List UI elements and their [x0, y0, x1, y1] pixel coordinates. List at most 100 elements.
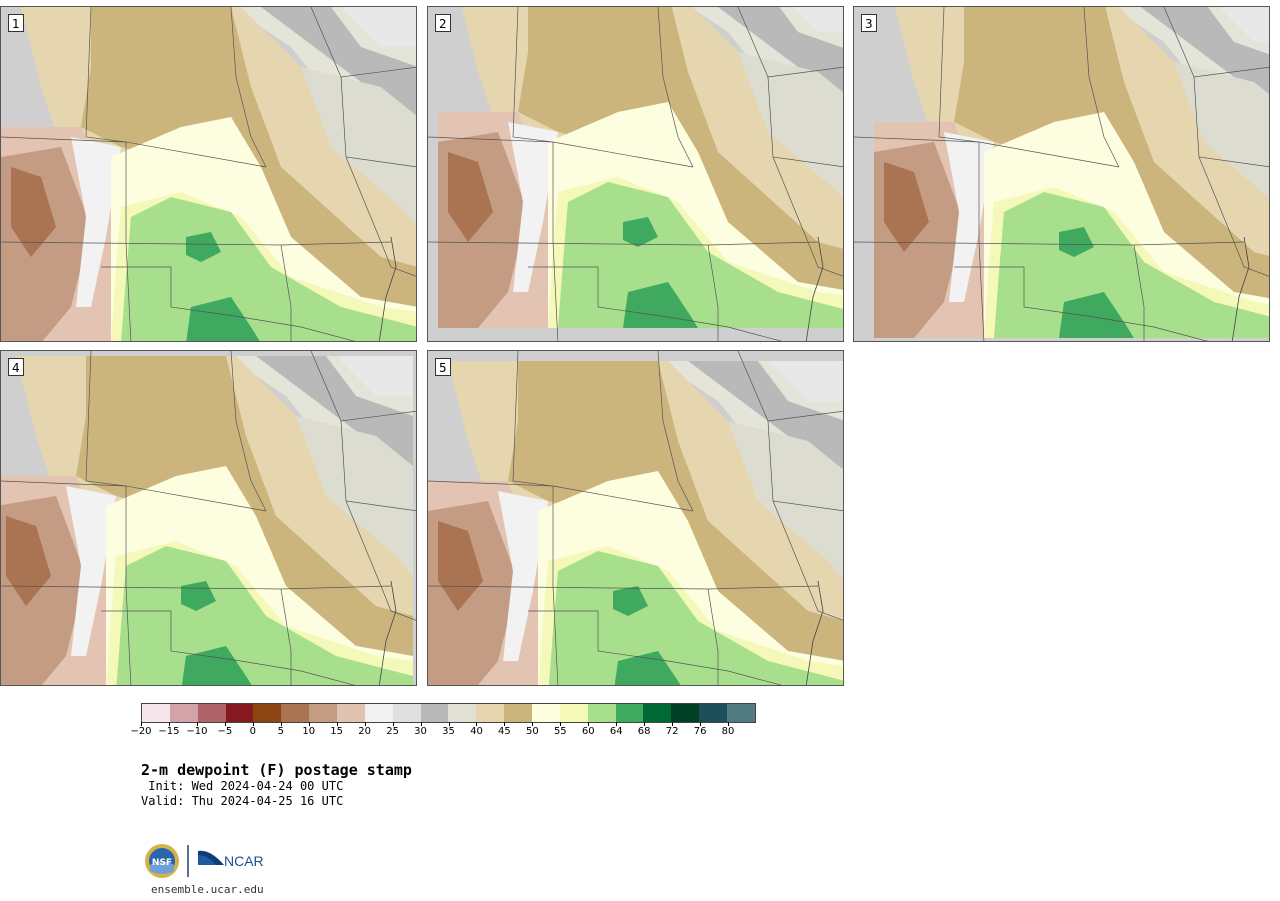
panel-label: 2 — [435, 14, 451, 32]
colorbar-tick — [476, 722, 478, 726]
colorbar-tick — [196, 722, 198, 726]
dewpoint-contour — [6, 516, 51, 606]
colorbar-tick-label: −15 — [158, 726, 180, 737]
dewpoint-contour — [614, 651, 681, 685]
state-border — [310, 351, 416, 422]
colorbar-swatch — [532, 704, 560, 722]
colorbar-swatch — [364, 704, 393, 722]
colorbar-tick-label: 76 — [693, 726, 707, 737]
forecast-panel-5: 5 — [427, 350, 844, 686]
colorbar-tick-label: 64 — [609, 726, 623, 737]
river-border — [378, 236, 397, 341]
colorbar-tick-label: 15 — [330, 726, 344, 737]
state-border — [657, 351, 694, 512]
colorbar-swatch — [559, 704, 588, 722]
dewpoint-contour — [66, 486, 116, 656]
logos: NSF NCAR — [144, 843, 274, 879]
colorbar-swatch — [253, 704, 282, 722]
colorbar-tick — [252, 722, 254, 726]
panel-label: 3 — [861, 14, 877, 32]
state-border — [345, 500, 416, 621]
colorbar-tick — [672, 722, 674, 726]
state-border — [707, 244, 719, 341]
state-border — [772, 500, 843, 621]
colorbar-swatch — [281, 704, 310, 722]
init-time: Init: Wed 2024-04-24 00 UTC — [141, 779, 344, 793]
colorbar-tick-label: 25 — [386, 726, 399, 737]
dewpoint-contour — [71, 137, 121, 307]
dewpoint-contour — [121, 197, 416, 341]
state-border — [280, 244, 292, 341]
colorbar-swatch — [197, 704, 226, 722]
colorbar-swatch — [142, 704, 170, 722]
colorbar-tick — [224, 722, 226, 726]
colorbar-swatch — [671, 704, 700, 722]
colorbar-tick — [560, 722, 562, 726]
dewpoint-contour — [558, 182, 843, 328]
colorbar-swatch — [504, 704, 533, 722]
colorbar-tick-label: 0 — [249, 726, 256, 737]
colorbar-tick-label: 50 — [525, 726, 539, 737]
colorbar-tick — [700, 722, 702, 726]
colorbar-swatch — [587, 704, 616, 722]
state-border — [954, 266, 1208, 341]
dewpoint-contour — [448, 152, 493, 242]
colorbar-tickmarks — [141, 722, 756, 726]
state-border — [938, 7, 980, 242]
state-border — [512, 351, 554, 586]
forecast-panel-1: 1 — [0, 6, 417, 342]
dewpoint-map — [428, 7, 843, 341]
state-border — [345, 156, 416, 277]
river-border — [1231, 236, 1250, 341]
dewpoint-contour — [508, 122, 558, 292]
river-border — [805, 580, 824, 685]
state-border — [428, 136, 694, 168]
colorbar-tick — [420, 722, 422, 726]
state-border — [125, 585, 132, 685]
state-border — [310, 7, 416, 78]
state-border — [428, 480, 694, 512]
colorbar-tick — [588, 722, 590, 726]
state-border — [125, 241, 132, 341]
forecast-panel-4: 4 — [0, 350, 417, 686]
colorbar-swatch — [420, 704, 449, 722]
dewpoint-contour — [186, 297, 260, 341]
colorbar-swatch — [615, 704, 644, 722]
state-border — [978, 241, 985, 341]
state-border — [230, 7, 267, 168]
river-border — [805, 236, 824, 341]
colorbar-tick-label: 72 — [665, 726, 679, 737]
dewpoint-contour — [768, 361, 843, 401]
dewpoint-contour — [1059, 292, 1134, 338]
dewpoint-contour — [994, 192, 1269, 338]
state-border — [101, 610, 355, 685]
nsf-ncar-logo: NSF NCAR — [145, 844, 264, 878]
colorbar-tick — [504, 722, 506, 726]
state-border — [772, 156, 843, 277]
valid-time: Valid: Thu 2024-04-25 16 UTC — [141, 794, 344, 808]
colorbar-tick-label: 80 — [721, 726, 735, 737]
colorbar-tick — [532, 722, 534, 726]
forecast-panel-2: 2 — [427, 6, 844, 342]
state-border — [1163, 7, 1269, 78]
footer-url: ensemble.ucar.edu — [151, 883, 264, 896]
state-border — [552, 585, 559, 685]
colorbar-swatch — [225, 704, 254, 722]
state-border — [737, 351, 843, 422]
state-border — [85, 7, 127, 242]
colorbar-tick — [336, 722, 338, 726]
colorbar-swatch — [392, 704, 421, 722]
colorbar-tick — [141, 722, 142, 726]
colorbar-tick — [308, 722, 310, 726]
dewpoint-contour — [623, 217, 658, 247]
river-border — [378, 580, 397, 685]
colorbar-swatch — [476, 704, 505, 722]
state-border — [528, 266, 782, 341]
dewpoint-contour — [1059, 227, 1094, 257]
dewpoint-map — [854, 7, 1269, 341]
state-border — [512, 7, 554, 242]
state-border — [657, 7, 694, 168]
dewpoint-contour — [613, 586, 648, 616]
colorbar-tick-label: 55 — [553, 726, 567, 737]
state-border — [1, 136, 267, 168]
